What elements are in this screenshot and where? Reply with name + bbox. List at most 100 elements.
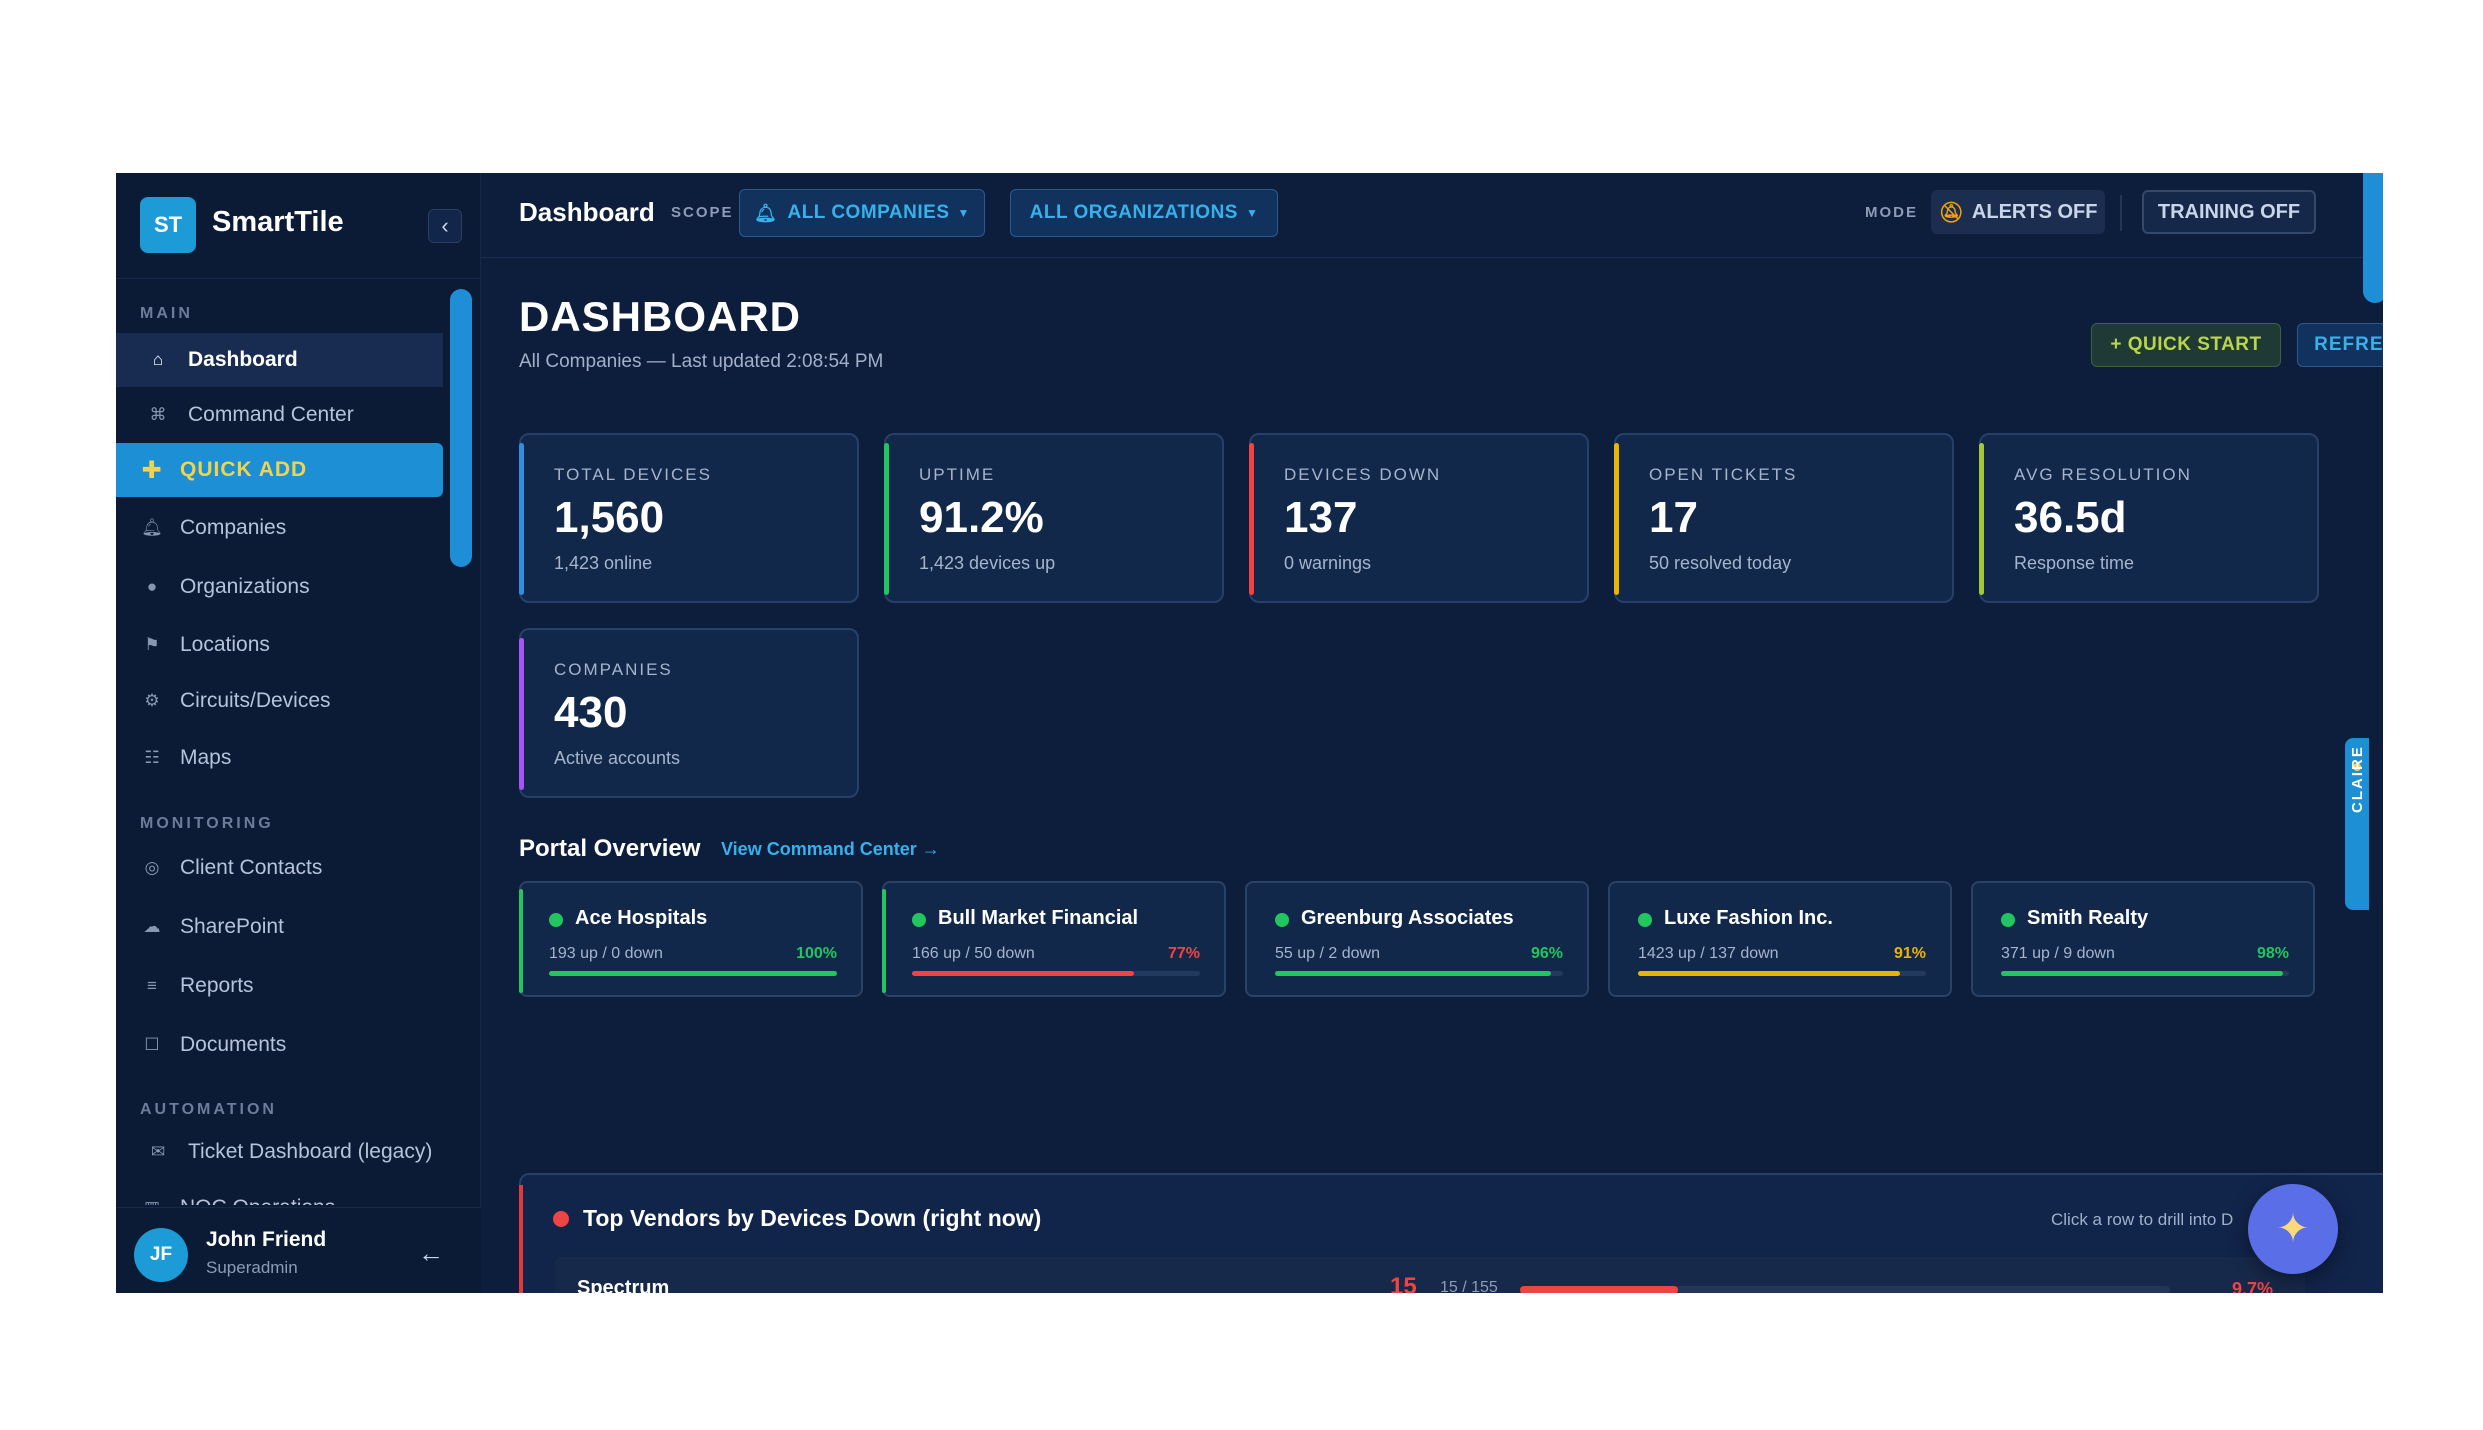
- portal-progress-fill: [549, 971, 837, 976]
- scope-label: SCOPE: [671, 204, 734, 221]
- alerts-label: ALERTS OFF: [1971, 200, 2098, 223]
- stat-accent: [1249, 443, 1254, 595]
- chart-icon: ▥: [138, 1198, 166, 1205]
- sidebar-item-client-contacts[interactable]: ◎ Client Contacts: [116, 841, 443, 895]
- sidebar-item-documents[interactable]: ☐ Documents: [116, 1018, 443, 1072]
- vendor-panel-title: Top Vendors by Devices Down (right now): [583, 1205, 1042, 1231]
- stat-accent: [1614, 443, 1619, 595]
- document-icon: ☐: [144, 1035, 160, 1054]
- stat-card-avg-resolution[interactable]: AVG RESOLUTION 36.5d Response time: [1979, 433, 2319, 603]
- portal-accent: [882, 889, 886, 993]
- status-dot: [549, 913, 563, 927]
- sidebar-item-command-center[interactable]: ⌘ Command Center: [116, 388, 443, 442]
- vendor-fraction: 15 / 155: [1440, 1279, 1498, 1293]
- bell-filled-icon: ●: [146, 577, 158, 596]
- portal-sub: 55 up / 2 down: [1275, 945, 1380, 962]
- portal-card-smith-realty[interactable]: Smith Realty 371 up / 9 down 98%: [1971, 881, 2315, 997]
- portal-sub: 193 up / 0 down: [549, 945, 663, 962]
- stat-card-uptime[interactable]: UPTIME 91.2% 1,423 devices up: [884, 433, 1224, 603]
- sidebar-item-ticket-dashboard[interactable]: ✉ Ticket Dashboard (legacy): [116, 1125, 443, 1179]
- sidebar-item-quick-add[interactable]: ✚ QUICK ADD: [116, 443, 443, 497]
- stat-card-devices-down[interactable]: DEVICES DOWN 137 0 warnings: [1249, 433, 1589, 603]
- refresh-button[interactable]: REFRESH: [2297, 323, 2383, 367]
- portal-name: Smith Realty: [2027, 907, 2149, 929]
- topbar-divider: [2120, 195, 2122, 231]
- stat-label: DEVICES DOWN: [1284, 465, 1442, 484]
- sidebar-item-reports[interactable]: ≡ Reports: [116, 959, 443, 1013]
- table-row[interactable]: Spectrum 15 15 / 155 9.7%: [555, 1257, 2305, 1293]
- avatar[interactable]: JF: [134, 1228, 188, 1282]
- portal-progress-track: [912, 971, 1200, 976]
- vendor-accent: [519, 1185, 523, 1293]
- sidebar-scrollbar[interactable]: [450, 289, 472, 567]
- sidebar-item-circuits-devices[interactable]: ⚙ Circuits/Devices: [116, 674, 443, 728]
- sidebar: ST SmartTile ‹ MAIN ⌂ Dashboard ⌘ Comman…: [116, 173, 481, 1293]
- claire-status-dot: [2353, 763, 2361, 771]
- brand-logo[interactable]: ST: [140, 197, 196, 253]
- training-toggle-button[interactable]: TRAINING OFF: [2142, 190, 2316, 234]
- sidebar-item-noc-operations[interactable]: ▥ NOC Operations: [116, 1181, 443, 1205]
- sidebar-item-maps[interactable]: ☷ Maps: [116, 731, 443, 785]
- stat-card-total-devices[interactable]: TOTAL DEVICES 1,560 1,423 online: [519, 433, 859, 603]
- vendor-down-count: 15: [1390, 1273, 1417, 1293]
- sidebar-item-label: Client Contacts: [180, 856, 323, 879]
- main-scrollbar[interactable]: [2363, 173, 2383, 303]
- status-dot: [2001, 913, 2015, 927]
- vendor-progress-track: [1520, 1286, 2170, 1293]
- view-command-center-link[interactable]: View Command Center →: [721, 839, 940, 859]
- sidebar-item-dashboard[interactable]: ⌂ Dashboard: [116, 333, 443, 387]
- section-label-monitoring: MONITORING: [140, 815, 274, 832]
- portal-sub: 371 up / 9 down: [2001, 945, 2115, 962]
- stat-label: AVG RESOLUTION: [2014, 465, 2192, 484]
- sidebar-item-sharepoint[interactable]: ☁ SharePoint: [116, 900, 443, 954]
- status-dot: [553, 1211, 569, 1227]
- caret-down-icon: ▼: [1245, 206, 1259, 220]
- portal-card-bull-market-financial[interactable]: Bull Market Financial 166 up / 50 down 7…: [882, 881, 1226, 997]
- ai-assistant-button[interactable]: ✦: [2248, 1184, 2338, 1274]
- sidebar-item-organizations[interactable]: ● Organizations: [116, 560, 443, 614]
- stat-value: 36.5d: [2014, 493, 2127, 542]
- portal-card-ace-hospitals[interactable]: Ace Hospitals 193 up / 0 down 100%: [519, 881, 863, 997]
- page-title: DASHBOARD: [519, 293, 801, 340]
- stat-value: 430: [554, 688, 628, 737]
- portal-pct: 96%: [1530, 945, 1563, 962]
- stat-card-companies[interactable]: COMPANIES 430 Active accounts: [519, 628, 859, 798]
- vendor-progress-fill: [1520, 1286, 1678, 1293]
- topbar-title: Dashboard: [519, 197, 655, 227]
- home-icon: ⌂: [152, 350, 164, 369]
- user-role: Superadmin: [206, 1258, 298, 1277]
- sidebar-item-label: Circuits/Devices: [180, 689, 331, 712]
- portal-progress-track: [2001, 971, 2289, 976]
- sidebar-item-locations[interactable]: ⚑ Locations: [116, 618, 443, 672]
- stat-card-open-tickets[interactable]: OPEN TICKETS 17 50 resolved today: [1614, 433, 1954, 603]
- topbar: Dashboard SCOPE 🔔︎ ALL COMPANIES ▼ ALL O…: [481, 173, 2383, 258]
- alerts-toggle-button[interactable]: 🔕︎ ALERTS OFF: [1931, 190, 2105, 234]
- quick-start-button[interactable]: + QUICK START: [2091, 323, 2281, 367]
- page-subtitle: All Companies — Last updated 2:08:54 PM: [519, 351, 884, 372]
- sidebar-item-companies[interactable]: 🔔︎ Companies: [116, 501, 443, 555]
- portal-card-greenburg-associates[interactable]: Greenburg Associates 55 up / 2 down 96%: [1245, 881, 1589, 997]
- chevron-left-icon: ‹: [441, 213, 449, 238]
- dropdown-label: ALL ORGANIZATIONS: [1029, 202, 1238, 223]
- stat-value: 1,560: [554, 493, 665, 542]
- sidebar-item-label: Companies: [180, 516, 287, 539]
- portal-card-luxe-fashion[interactable]: Luxe Fashion Inc. 1423 up / 137 down 91%: [1608, 881, 1952, 997]
- stat-sub: 1,423 devices up: [919, 553, 1056, 573]
- portal-progress-track: [1638, 971, 1926, 976]
- mode-label: MODE: [1865, 204, 1918, 221]
- stat-value: 91.2%: [919, 493, 1044, 542]
- logout-arrow-icon[interactable]: ←: [418, 1238, 444, 1268]
- stat-sub: Response time: [2014, 553, 2135, 573]
- portal-name: Greenburg Associates: [1301, 907, 1514, 929]
- portal-name: Luxe Fashion Inc.: [1664, 907, 1833, 929]
- sparkles-icon: ✦: [2276, 1207, 2310, 1251]
- all-organizations-dropdown[interactable]: ALL ORGANIZATIONS ▼: [1010, 189, 1278, 237]
- portal-progress-fill: [1275, 971, 1552, 976]
- portal-progress-track: [549, 971, 837, 976]
- collapse-sidebar-button[interactable]: ‹: [428, 209, 462, 243]
- all-companies-dropdown[interactable]: 🔔︎ ALL COMPANIES ▼: [739, 189, 985, 237]
- stat-label: TOTAL DEVICES: [554, 465, 712, 484]
- portal-accent: [1971, 889, 1975, 993]
- portal-name: Bull Market Financial: [938, 907, 1139, 929]
- vendor-pct: 9.7%: [2232, 1279, 2274, 1293]
